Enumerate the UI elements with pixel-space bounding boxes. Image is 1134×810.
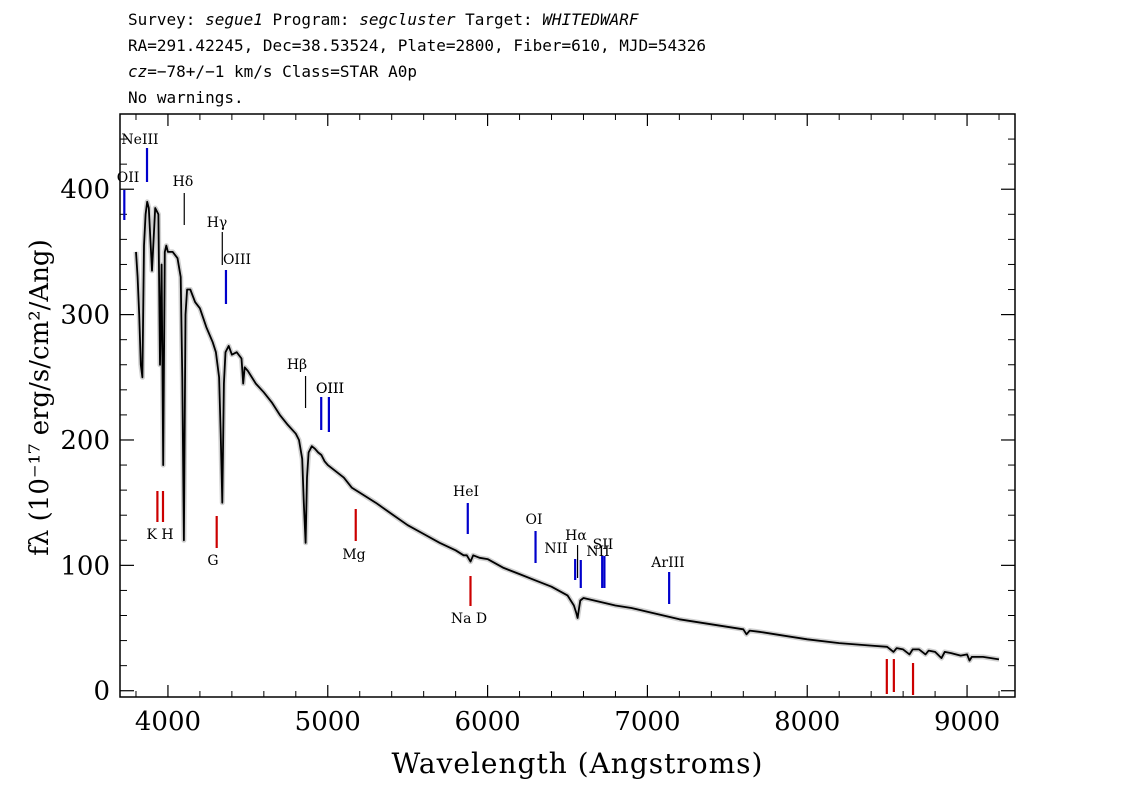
line-marker-label: ArIII <box>650 555 684 571</box>
line-marker-label: Hβ <box>287 357 307 373</box>
line-marker-label: Hδ <box>173 174 194 190</box>
line-marker-label: NeIII <box>121 132 158 148</box>
x-tick-label: 4000 <box>135 707 201 737</box>
program-value: segcluster <box>359 10 456 29</box>
line-marker-label: Hα <box>565 528 587 544</box>
line-marker-label: Na D <box>451 611 487 627</box>
plot-frame <box>119 113 1016 698</box>
x-tick-label: 9000 <box>934 707 1000 737</box>
error-band <box>133 199 1000 664</box>
target-value: WHITEDWARF <box>542 10 639 29</box>
line-marker-label: SII <box>593 537 614 553</box>
chart-axes: 4000 5000 6000 7000 8000 9000 0 100 200 300 400 <box>60 113 1016 737</box>
line-marker-label: NII <box>544 541 567 557</box>
header-line-4: No warnings. <box>128 88 244 107</box>
x-tick-label: 7000 <box>614 707 680 737</box>
line-marker-label: Hγ <box>207 215 228 231</box>
line-marker-label: OIII <box>316 381 344 397</box>
line-marker-label: OII <box>117 170 140 186</box>
x-tick-label: 5000 <box>295 707 361 737</box>
survey-value: segue1 <box>205 10 263 29</box>
class-text: km/s Class=STAR A0p <box>224 62 417 81</box>
program-label: Program: <box>262 10 360 29</box>
x-axis-label: Wavelength (Angstroms) <box>392 747 764 780</box>
spectrum-line <box>135 200 1000 662</box>
target-label: Target: <box>455 10 543 29</box>
line-marker-label: HeI <box>453 484 479 500</box>
line-marker-label: G <box>207 553 218 569</box>
y-tick-label: 300 <box>60 301 110 331</box>
line-markers <box>123 148 915 695</box>
x-tick-label: 8000 <box>774 707 840 737</box>
survey-label: Survey: <box>128 10 206 29</box>
y-tick-label: 100 <box>60 551 110 581</box>
line-marker-label: Mg <box>342 547 365 563</box>
chart-labels: Wavelength (Angstroms) fλ (10⁻¹⁷ erg/s/cm… <box>25 132 764 780</box>
y-tick-label: 200 <box>60 426 110 456</box>
line-marker-label: OIII <box>316 381 344 397</box>
y-axis-label: fλ (10⁻¹⁷ erg/s/cm²/Ang) <box>25 239 55 555</box>
header-line-2: RA=291.42245, Dec=38.53524, Plate=2800, … <box>128 36 706 55</box>
line-marker-label: K H <box>146 527 173 543</box>
y-tick-label: 400 <box>60 175 110 205</box>
line-marker-label: NII <box>586 544 609 560</box>
cz-value: =−78+/−1 <box>147 62 225 81</box>
chart-series <box>133 199 1000 664</box>
x-tick-label: 6000 <box>455 707 521 737</box>
line-marker-label: OIII <box>223 252 251 268</box>
cz-label: cz <box>128 62 148 81</box>
line-marker-label: OI <box>525 512 542 528</box>
y-tick-label: 0 <box>93 677 110 707</box>
header-line-1: Survey: segue1 Program: segcluster Targe… <box>128 10 639 30</box>
header-line-3: cz=−78+/−1 km/s Class=STAR A0p <box>128 62 417 82</box>
